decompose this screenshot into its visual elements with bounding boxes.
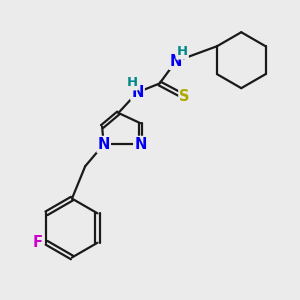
Text: N: N	[169, 54, 182, 69]
Text: N: N	[98, 137, 110, 152]
Text: F: F	[33, 235, 43, 250]
Text: N: N	[134, 137, 147, 152]
Text: S: S	[179, 89, 190, 104]
Text: F: F	[33, 235, 43, 250]
Text: H: H	[177, 46, 188, 59]
Text: N: N	[131, 85, 144, 100]
Text: H: H	[127, 76, 138, 89]
